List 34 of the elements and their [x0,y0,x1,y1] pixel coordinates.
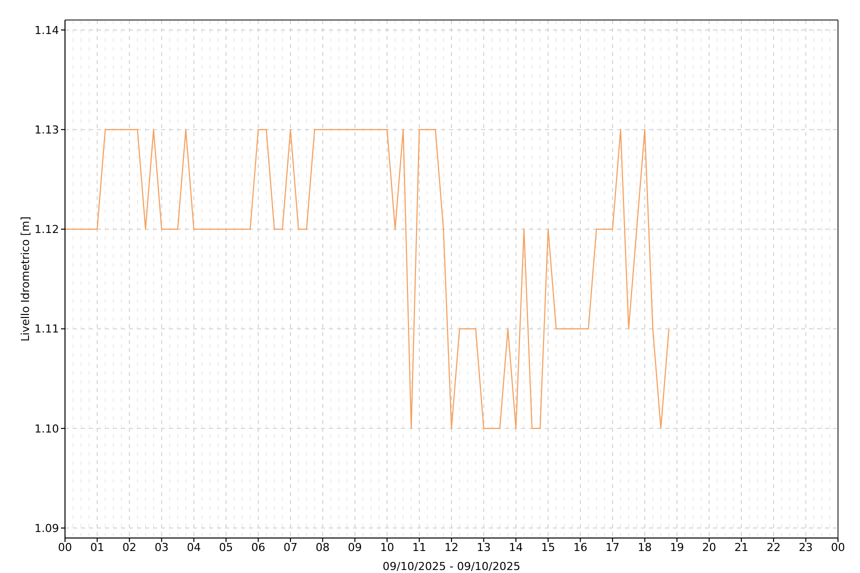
line-series [65,129,670,429]
x-tick-label: 11 [412,540,426,554]
y-axis-title: Livello Idrometrico [m] [18,216,32,342]
x-tick-label: 04 [186,540,201,554]
x-tick-label: 09 [348,540,362,554]
x-tick-label: 08 [316,540,330,554]
x-tick-label: 15 [541,540,556,554]
x-tick-label: 07 [283,540,298,554]
x-tick-label: 06 [251,540,266,554]
x-tick-label: 01 [90,540,104,554]
x-tick-label: 22 [766,540,781,554]
x-tick-label: 12 [444,540,458,554]
x-tick-label: 03 [154,540,169,554]
x-tick-label: 14 [508,540,523,554]
x-tick-label: 20 [702,540,716,554]
y-tick-label: 1.09 [34,522,59,535]
x-tick-label: 10 [380,540,394,554]
y-tick-label: 1.12 [34,223,59,236]
x-tick-label: 13 [476,540,491,554]
y-tick-label: 1.11 [34,322,59,336]
x-tick-label: 18 [638,540,652,554]
y-tick-label: 1.14 [34,24,59,37]
x-tick-label: 21 [734,540,748,554]
x-tick-label: 19 [670,540,684,554]
y-tick-label: 1.10 [34,422,59,436]
x-axis-title: 09/10/2025 - 09/10/2025 [382,560,520,573]
x-tick-label: 02 [122,540,136,554]
x-tick-label: 23 [798,540,813,554]
x-tick-label: 17 [606,540,620,554]
x-tick-label: 00 [58,540,72,554]
x-tick-label: 00 [831,540,845,554]
x-tick-label: 05 [219,540,234,554]
x-tick-label: 16 [573,540,588,554]
y-tick-label: 1.13 [34,123,59,136]
